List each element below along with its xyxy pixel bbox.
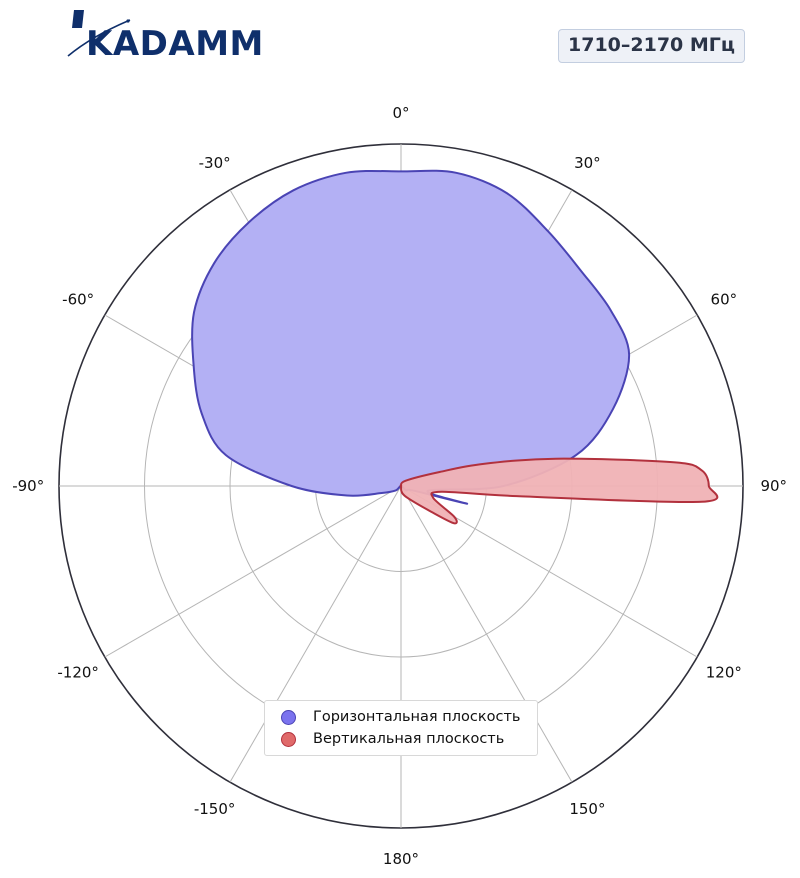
angle-tick-label: -120° (57, 663, 99, 681)
legend-swatch-horizontal (281, 709, 296, 725)
legend-label-vertical: Вертикальная плоскость (313, 731, 505, 747)
angle-tick-label: -60° (62, 291, 94, 309)
legend-label-horizontal: Горизонтальная плоскость (313, 709, 521, 725)
legend: Горизонтальная плоскость Вертикальная пл… (264, 700, 538, 756)
legend-item-horizontal: Горизонтальная плоскость (281, 706, 520, 728)
angle-tick-label: 150° (569, 800, 605, 818)
angular-gridline (400, 485, 573, 783)
legend-item-vertical: Вертикальная плоскость (281, 728, 504, 750)
angle-tick-label: -150° (194, 800, 236, 818)
logo-text: KADAMM (86, 24, 264, 64)
angle-tick-label: -30° (199, 154, 231, 172)
legend-swatch-vertical (281, 731, 296, 747)
series-layer (191, 169, 719, 525)
angle-tick-label: 120° (706, 663, 742, 681)
angular-gridline (104, 485, 402, 658)
angle-ticks: 0° 30° 60° 90° 120° 150° 180° -150° -120° -90° -60… (12, 104, 787, 868)
angle-tick-label: 0° (392, 104, 409, 122)
series-vertical-area (399, 457, 719, 525)
angle-tick-label: 30° (574, 154, 601, 172)
band-label: 1710–2170 МГц (558, 29, 745, 63)
brand-logo: KADAMM (62, 6, 272, 64)
angle-tick-label: 180° (383, 850, 419, 868)
logo-mark-icon (67, 10, 131, 57)
angle-tick-label: -90° (12, 477, 44, 495)
angle-tick-label: 90° (760, 477, 787, 495)
angular-gridline (229, 485, 402, 783)
series-horizontal-area (191, 169, 631, 505)
angle-tick-label: 60° (711, 291, 738, 309)
